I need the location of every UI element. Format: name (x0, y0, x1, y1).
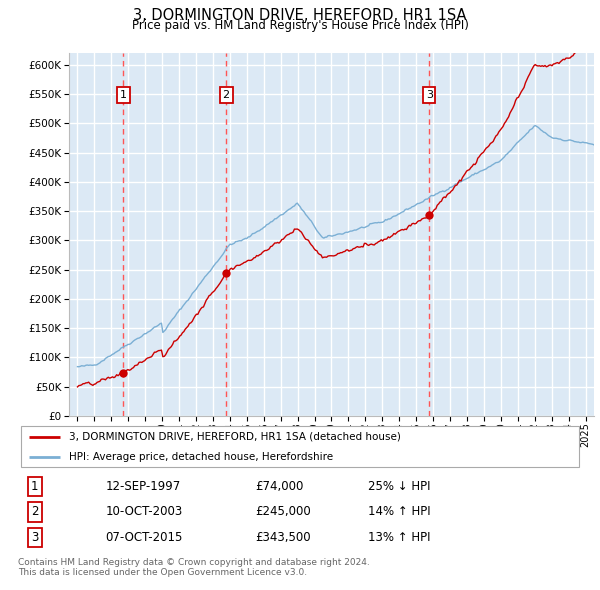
Text: 12-SEP-1997: 12-SEP-1997 (106, 480, 181, 493)
Text: 10-OCT-2003: 10-OCT-2003 (106, 505, 182, 519)
Text: 07-OCT-2015: 07-OCT-2015 (106, 531, 183, 544)
Text: Contains HM Land Registry data © Crown copyright and database right 2024.: Contains HM Land Registry data © Crown c… (18, 558, 370, 566)
Text: 14% ↑ HPI: 14% ↑ HPI (368, 505, 430, 519)
Text: £343,500: £343,500 (255, 531, 311, 544)
Text: 1: 1 (31, 480, 38, 493)
Text: 3: 3 (426, 90, 433, 100)
Text: 2: 2 (223, 90, 230, 100)
Text: 3, DORMINGTON DRIVE, HEREFORD, HR1 1SA (detached house): 3, DORMINGTON DRIVE, HEREFORD, HR1 1SA (… (69, 432, 401, 442)
FancyBboxPatch shape (21, 426, 579, 467)
Text: HPI: Average price, detached house, Herefordshire: HPI: Average price, detached house, Here… (69, 453, 333, 463)
Text: 3: 3 (31, 531, 38, 544)
Text: 3, DORMINGTON DRIVE, HEREFORD, HR1 1SA: 3, DORMINGTON DRIVE, HEREFORD, HR1 1SA (133, 8, 467, 22)
Text: 1: 1 (120, 90, 127, 100)
Text: 13% ↑ HPI: 13% ↑ HPI (368, 531, 430, 544)
Text: 25% ↓ HPI: 25% ↓ HPI (368, 480, 430, 493)
Text: £74,000: £74,000 (255, 480, 303, 493)
Text: £245,000: £245,000 (255, 505, 311, 519)
Text: 2: 2 (31, 505, 38, 519)
Text: Price paid vs. HM Land Registry's House Price Index (HPI): Price paid vs. HM Land Registry's House … (131, 19, 469, 32)
Text: This data is licensed under the Open Government Licence v3.0.: This data is licensed under the Open Gov… (18, 568, 307, 576)
